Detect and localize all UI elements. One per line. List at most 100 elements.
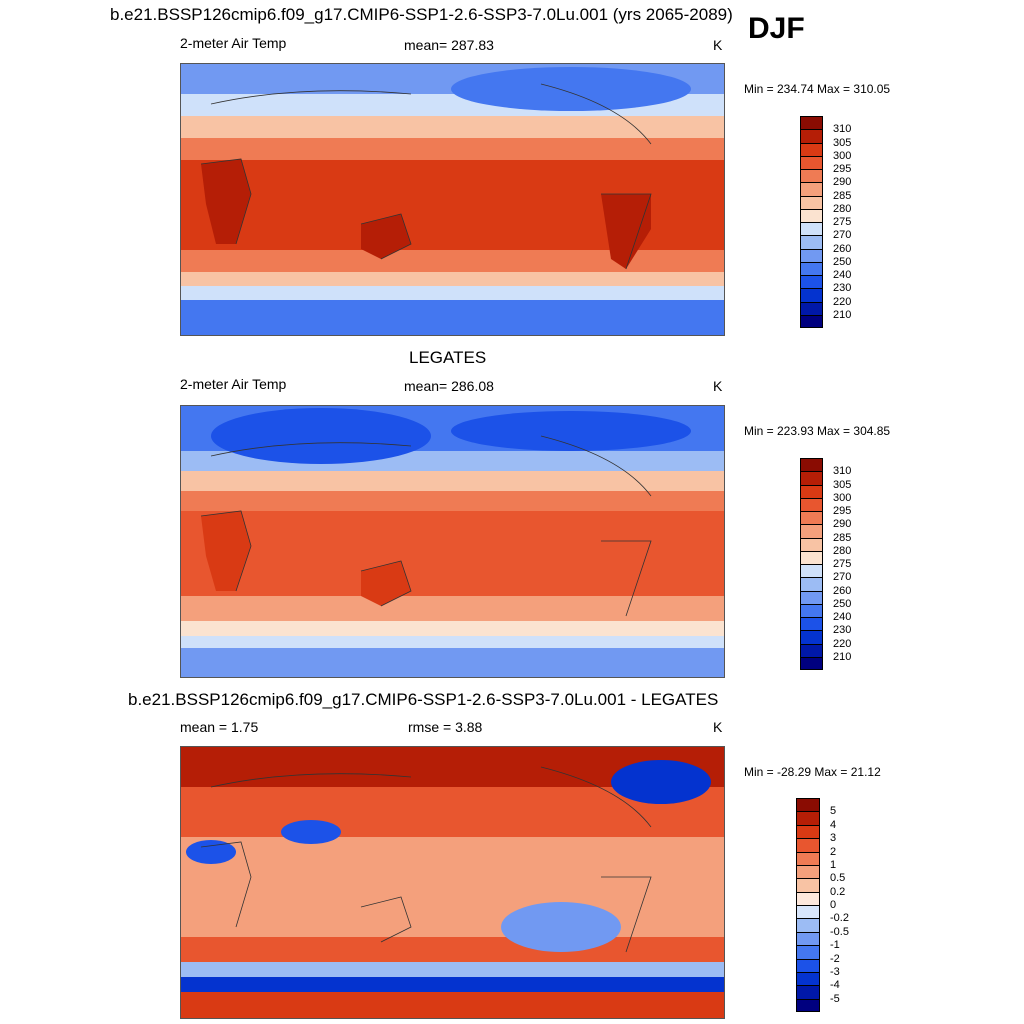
colorbar-tick-label: 0 <box>830 899 837 911</box>
panel1-land-africa <box>201 159 251 244</box>
panel3-negative-region-africa <box>186 840 236 864</box>
colorbar-tick-label: 280 <box>833 202 852 215</box>
colorbar-segment <box>800 617 823 631</box>
colorbar-tick-label: 250 <box>833 597 852 610</box>
panel1-unit-label: K <box>713 37 723 53</box>
colorbar-tick-label: 290 <box>833 176 852 189</box>
colorbar-segment <box>800 155 823 169</box>
colorbar-segment <box>796 878 820 892</box>
colorbar-tick-label: 275 <box>833 216 852 228</box>
colorbar-tick-label: 240 <box>833 611 852 623</box>
colorbar-tick-label: -0.5 <box>830 925 849 938</box>
colorbar-segment <box>800 248 823 262</box>
colorbar-tick-label: 0.5 <box>830 872 846 885</box>
colorbar-segment <box>800 222 823 236</box>
colorbar-segment <box>800 630 823 644</box>
colorbar-segment <box>800 195 823 209</box>
colorbar-segment <box>800 235 823 249</box>
colorbar-tick-label: 285 <box>833 189 852 202</box>
panel1-cold-region <box>451 67 691 111</box>
colorbar-segment <box>800 129 823 143</box>
colorbar-segment <box>800 301 823 315</box>
colorbar-segment <box>796 985 820 999</box>
panel2-band-south-cold <box>181 636 724 648</box>
colorbar-tick-label: 270 <box>833 229 852 242</box>
colorbar-segment <box>796 838 820 852</box>
colorbar-tick-label: 210 <box>833 308 852 321</box>
colorbar-tick-label: -3 <box>830 965 840 978</box>
panel3-negative-region-asia <box>281 820 341 844</box>
panel1-band-south-mid <box>181 272 724 286</box>
panel1-mean-label: mean= 287.83 <box>404 37 494 53</box>
colorbar-tick-label: 295 <box>833 505 852 517</box>
colorbar-segment <box>800 497 823 511</box>
colorbar-tick-label: 230 <box>833 624 852 637</box>
colorbar-segment <box>796 905 820 919</box>
colorbar-segment <box>800 603 823 617</box>
panel1-land-australia <box>361 214 411 259</box>
panel2-band-subtropic-n <box>181 491 724 511</box>
panel2-colorbar <box>800 458 823 670</box>
panel2-cold-region-asia <box>211 408 431 464</box>
colorbar-segment <box>796 931 820 946</box>
colorbar-segment <box>796 918 820 932</box>
panel3-coastlines <box>200 766 652 953</box>
colorbar-segment <box>800 314 823 328</box>
colorbar-tick-label: 2 <box>830 845 837 858</box>
colorbar-tick-label: 210 <box>833 650 852 663</box>
colorbar-segment <box>796 998 820 1012</box>
panel2-variable-label: 2-meter Air Temp <box>180 376 287 392</box>
panel2-map-svg <box>181 406 724 677</box>
panel1-coastlines <box>200 83 652 270</box>
colorbar-segment <box>796 958 820 972</box>
panel1-minmax: Min = 234.74 Max = 310.05 <box>744 82 891 96</box>
panel3-map <box>180 746 725 1019</box>
colorbar-tick-label: 300 <box>833 491 852 504</box>
panel3-negative-region-canada <box>611 760 711 804</box>
panel3-band-antarctic <box>181 992 724 1018</box>
colorbar-segment <box>796 945 820 959</box>
colorbar-segment <box>800 656 823 670</box>
panel1-map-svg <box>181 64 724 335</box>
colorbar-segment <box>800 590 823 604</box>
panel3-colorbar <box>796 798 820 1012</box>
colorbar-tick-label: 4 <box>830 818 837 831</box>
colorbar-tick-label: 3 <box>830 832 837 845</box>
colorbar-segment <box>800 577 823 591</box>
colorbar-frame <box>800 458 823 670</box>
colorbar-segment <box>796 971 820 986</box>
colorbar-segment <box>800 524 823 538</box>
colorbar-segment <box>800 142 823 156</box>
panel2-land-australia <box>361 561 411 606</box>
colorbar-tick-label: 290 <box>833 518 852 531</box>
colorbar-segment <box>800 208 823 222</box>
colorbar-tick-label: 300 <box>833 149 852 162</box>
colorbar-tick-label: 260 <box>833 242 852 255</box>
panel2-coastlines <box>200 435 652 617</box>
panel1-colorbar <box>800 116 823 328</box>
colorbar-segment <box>796 851 820 865</box>
colorbar-segment <box>800 550 823 564</box>
colorbar-tick-label: 250 <box>833 255 852 268</box>
panel1-band-antarctic <box>181 300 724 335</box>
colorbar-tick-label: -4 <box>830 979 840 992</box>
colorbar-segment <box>796 864 820 879</box>
colorbar-tick-label: 295 <box>833 163 852 175</box>
colorbar-tick-label: 310 <box>833 123 852 136</box>
panel2-band-south-mid <box>181 621 724 636</box>
panel1-band-south-cold <box>181 286 724 300</box>
colorbar-tick-label: 310 <box>833 465 852 478</box>
panel3-unit-label: K <box>713 719 723 735</box>
colorbar-tick-label: 280 <box>833 544 852 557</box>
colorbar-tick-label: 0.2 <box>830 885 846 898</box>
colorbar-tick-label: 285 <box>833 531 852 544</box>
panel1-band-north-mid <box>181 116 724 138</box>
colorbar-tick-label: 220 <box>833 637 852 650</box>
season-label: DJF <box>748 12 805 45</box>
colorbar-segment <box>796 891 820 905</box>
panel3-negative-region-pacific <box>501 902 621 952</box>
panel3-band-tropics <box>181 837 724 937</box>
panel2-unit-label: K <box>713 378 723 394</box>
panel3-mean-label: mean = 1.75 <box>180 719 259 735</box>
colorbar-tick-label: -5 <box>830 992 840 1005</box>
